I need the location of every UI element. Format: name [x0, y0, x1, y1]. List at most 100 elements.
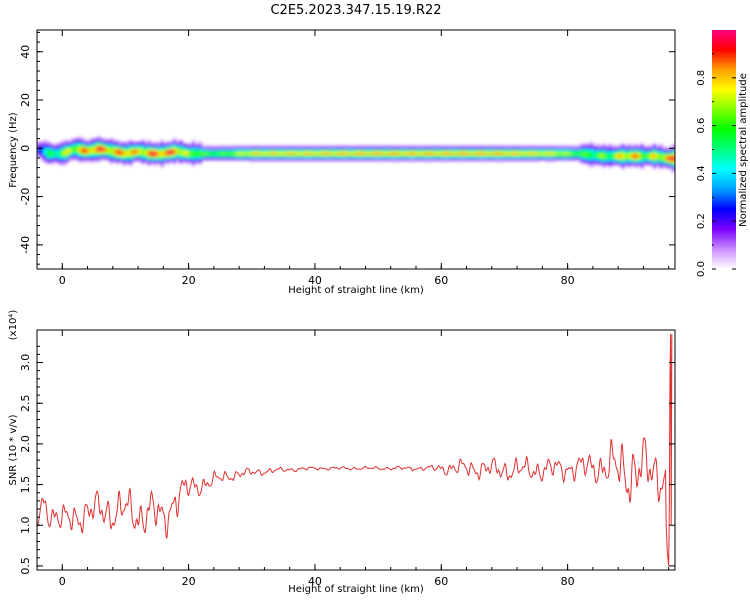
heatmap-cell [592, 148, 597, 152]
heatmap-cell [501, 157, 506, 161]
heatmap-cell [119, 143, 123, 146]
heatmap-cell [504, 145, 509, 148]
heatmap-cell [403, 148, 408, 152]
heatmap-cell [97, 147, 101, 150]
heatmap-cell [62, 143, 67, 146]
heatmap-cell [270, 148, 275, 152]
heatmap-cell [213, 147, 218, 150]
heatmap-cell [204, 147, 209, 150]
heatmap-cell [87, 159, 92, 163]
heatmap-cell [485, 157, 490, 161]
heatmap-cell [324, 152, 329, 155]
heatmap-cell [311, 156, 316, 159]
colorbar-gradient [712, 30, 736, 269]
heatmap-cell [371, 148, 376, 152]
heatmap-cell [172, 159, 177, 163]
heatmap-cell [169, 141, 174, 145]
heatmap-cell [384, 159, 389, 163]
heatmap-cell [422, 156, 427, 159]
heatmap-cell [583, 157, 588, 161]
heatmap-cell [210, 156, 215, 159]
heatmap-cell [447, 156, 452, 159]
heatmap-cell [365, 154, 370, 157]
heatmap-cell [232, 157, 237, 161]
heatmap-cell [232, 145, 237, 148]
heatmap-cell [564, 145, 569, 148]
heatmap-cell [311, 159, 316, 163]
heatmap-cell [390, 157, 395, 161]
heatmap-cell [671, 143, 675, 146]
heatmap-cell [74, 152, 79, 155]
heatmap-cell [270, 154, 275, 157]
heatmap-cell [248, 159, 253, 163]
snr-y-ticks: 0.51.01.52.02.53.0 [19, 345, 675, 575]
heatmap-cell [630, 157, 635, 161]
heatmap-cell [649, 159, 654, 163]
heatmap-cell [93, 143, 98, 146]
heatmap-cell [469, 145, 474, 148]
heatmap-cell [343, 147, 348, 150]
heatmap-cell [463, 157, 468, 161]
heatmap-cell [633, 161, 638, 164]
heatmap-cell [172, 154, 177, 157]
heatmap-cell [185, 143, 190, 146]
heatmap-cell [160, 139, 164, 143]
heatmap-cell [403, 156, 408, 159]
heatmap-cell [618, 157, 622, 161]
heatmap-cell [201, 154, 205, 157]
heatmap-cell [460, 157, 464, 161]
heatmap-cell [74, 148, 79, 152]
heatmap-cell [649, 154, 654, 157]
heatmap-cell [324, 154, 329, 157]
heatmap-cell [529, 154, 534, 157]
heatmap-cell [43, 150, 48, 154]
heatmap-cell [213, 150, 218, 154]
heatmap-cell [229, 148, 234, 152]
heatmap-cell [359, 159, 363, 163]
heatmap-cell [235, 147, 240, 150]
heatmap-cell [81, 147, 85, 150]
heatmap-cell [583, 156, 588, 159]
heatmap-cell [523, 147, 528, 150]
heatmap-cell [545, 145, 550, 148]
heatmap-cell [646, 147, 651, 150]
heatmap-cell [292, 154, 297, 157]
heatmap-cell [261, 147, 266, 150]
heatmap-cell [217, 145, 221, 148]
heatmap-cell [627, 163, 632, 166]
heatmap-cell [87, 147, 92, 150]
heatmap-cell [289, 145, 294, 148]
heatmap-cell [295, 148, 300, 152]
heatmap-cell [564, 152, 569, 155]
heatmap-cell [637, 156, 641, 159]
heatmap-cell [81, 148, 85, 152]
heatmap-cell [441, 154, 446, 157]
heatmap-cell [169, 159, 174, 163]
heatmap-cell [412, 147, 417, 150]
heatmap-cell [220, 157, 224, 161]
heatmap-cell [182, 150, 187, 154]
heatmap-cell [74, 157, 79, 161]
heatmap-cell [652, 161, 657, 164]
heatmap-cell [150, 156, 155, 159]
heatmap-cell [254, 152, 259, 155]
heatmap-cell [532, 154, 537, 157]
heatmap-cell [100, 157, 104, 161]
heatmap-cell [371, 154, 376, 157]
heatmap-cell [406, 147, 411, 150]
heatmap-cell [210, 145, 215, 148]
heatmap-cell [526, 156, 531, 159]
heatmap-cell [280, 145, 284, 148]
heatmap-cell [223, 152, 228, 155]
heatmap-cell [640, 165, 645, 168]
heatmap-cell [81, 139, 85, 143]
heatmap-cell [649, 161, 654, 164]
heatmap-cell [179, 156, 183, 159]
heatmap-cell [93, 156, 98, 159]
heatmap-cell [128, 156, 133, 159]
heatmap-cell [43, 139, 48, 143]
heatmap-cell [55, 159, 60, 163]
heatmap-cell [362, 150, 367, 154]
colorbar-ticks: 0.00.20.40.60.8 [696, 53, 736, 277]
heatmap-cell [251, 159, 256, 163]
